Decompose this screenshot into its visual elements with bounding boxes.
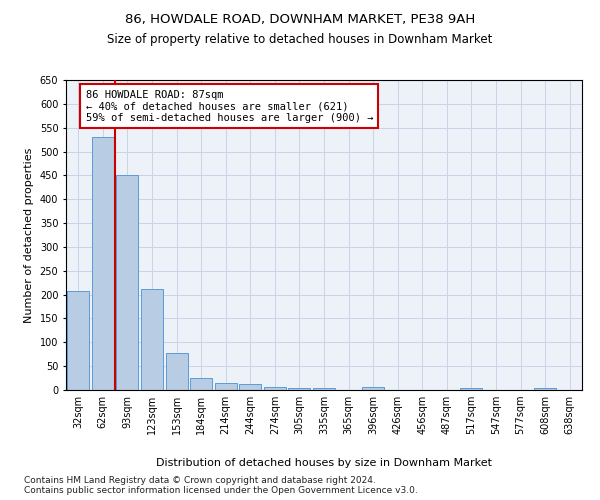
Bar bbox=[362, 387, 384, 390]
Bar bbox=[289, 388, 310, 390]
Bar bbox=[534, 388, 556, 390]
Text: Size of property relative to detached houses in Downham Market: Size of property relative to detached ho… bbox=[107, 32, 493, 46]
Bar bbox=[313, 388, 335, 390]
Bar bbox=[239, 384, 262, 390]
Text: 86 HOWDALE ROAD: 87sqm
← 40% of detached houses are smaller (621)
59% of semi-de: 86 HOWDALE ROAD: 87sqm ← 40% of detached… bbox=[86, 90, 373, 122]
Bar bbox=[67, 291, 89, 390]
Bar bbox=[116, 176, 139, 390]
Bar bbox=[92, 137, 114, 390]
Bar bbox=[190, 378, 212, 390]
Bar bbox=[141, 289, 163, 390]
Bar bbox=[166, 353, 188, 390]
Text: Contains HM Land Registry data © Crown copyright and database right 2024.
Contai: Contains HM Land Registry data © Crown c… bbox=[24, 476, 418, 495]
Bar bbox=[215, 383, 237, 390]
Text: 86, HOWDALE ROAD, DOWNHAM MARKET, PE38 9AH: 86, HOWDALE ROAD, DOWNHAM MARKET, PE38 9… bbox=[125, 12, 475, 26]
Bar bbox=[460, 388, 482, 390]
Text: Distribution of detached houses by size in Downham Market: Distribution of detached houses by size … bbox=[156, 458, 492, 468]
Bar bbox=[264, 386, 286, 390]
Y-axis label: Number of detached properties: Number of detached properties bbox=[24, 148, 34, 322]
